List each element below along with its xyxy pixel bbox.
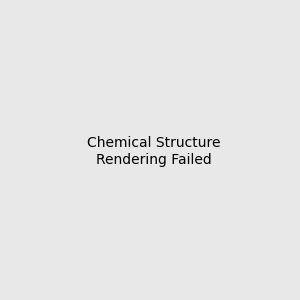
Text: Chemical Structure
Rendering Failed: Chemical Structure Rendering Failed (87, 136, 220, 166)
